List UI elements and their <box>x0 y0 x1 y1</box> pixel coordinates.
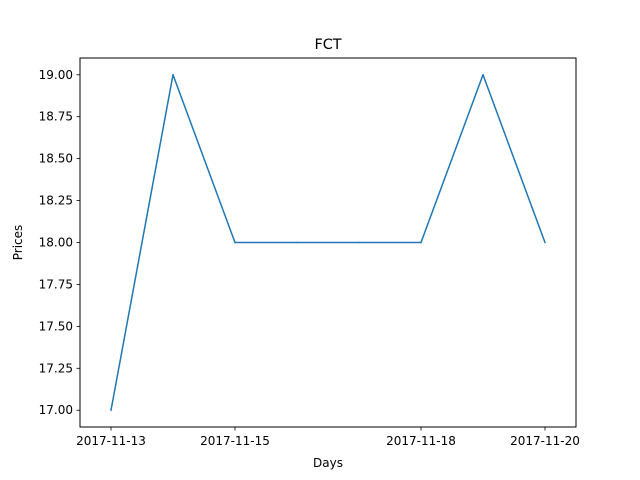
data-point <box>172 74 174 76</box>
y-axis: 17.00 17.25 17.50 17.75 18.00 18.25 18.50 18.75… <box>39 68 80 417</box>
y-axis-label: Prices <box>11 225 25 261</box>
chart-title: FCT <box>314 37 341 53</box>
data-point <box>544 241 546 244</box>
y-tick-label: 17.00 <box>39 403 73 417</box>
x-axis: 2017-11-13 2017-11-15 2017-11-18 2017-11-20 <box>76 427 580 448</box>
y-tick-label: 18.50 <box>39 152 73 166</box>
data-point <box>110 409 112 411</box>
series-line <box>110 74 546 411</box>
data-point <box>234 241 236 244</box>
y-tick-label: 18.25 <box>39 194 73 208</box>
data-point <box>420 241 422 244</box>
y-tick-label: 18.00 <box>39 236 73 250</box>
data-point <box>296 241 298 244</box>
y-tick-label: 17.50 <box>39 319 73 333</box>
x-tick-label: 2017-11-18 <box>386 434 456 448</box>
y-tick-label: 17.25 <box>39 361 73 375</box>
x-tick-label: 2017-11-15 <box>200 434 270 448</box>
plot-frame <box>79 57 577 428</box>
y-tick-label: 18.75 <box>39 110 73 124</box>
x-tick-label: 2017-11-13 <box>76 434 146 448</box>
data-point <box>482 74 484 76</box>
y-tick-label: 17.75 <box>39 277 73 291</box>
x-tick-label: 2017-11-20 <box>510 434 580 448</box>
y-tick-label: 19.00 <box>39 68 73 82</box>
data-point <box>358 241 360 244</box>
x-axis-label: Days <box>313 456 343 470</box>
series-layer <box>110 74 546 411</box>
